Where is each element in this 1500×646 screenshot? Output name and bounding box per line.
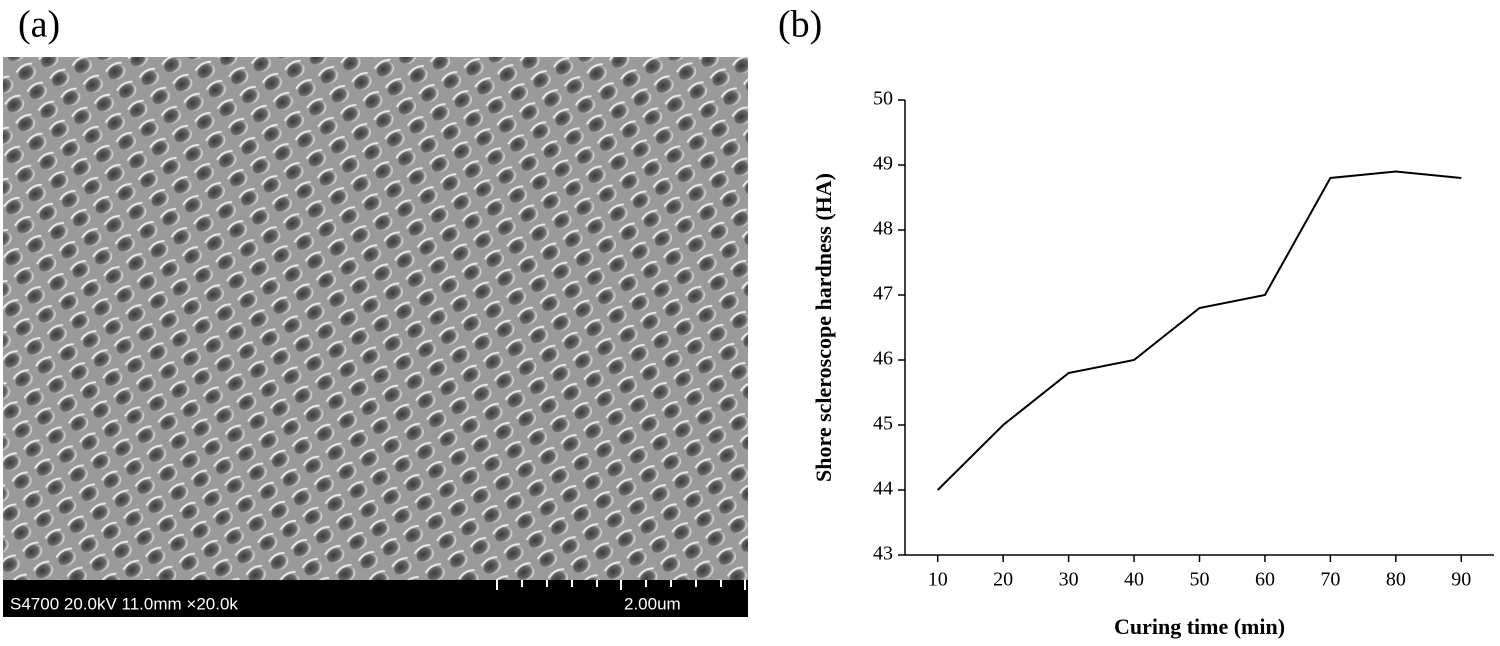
x-tick-label: 40 (1124, 569, 1144, 591)
x-tick-label: 10 (928, 569, 948, 591)
sem-scale: 2.00um (624, 594, 681, 613)
x-tick-label: 60 (1255, 569, 1275, 591)
x-tick-label: 70 (1320, 569, 1340, 591)
x-tick-label: 30 (1059, 569, 1079, 591)
x-tick-label: 80 (1386, 569, 1406, 591)
line-chart: 43 44 45 46 47 48 49 50 10 20 30 40 50 60 70 80 90 Curing… (811, 88, 1494, 639)
x-tick-label: 20 (993, 569, 1013, 591)
y-tick-label: 46 (873, 348, 893, 370)
data-line (937, 170, 1462, 491)
panel-label: (b) (778, 4, 822, 46)
scale-bar (496, 580, 746, 590)
y-tick-label: 48 (873, 218, 893, 240)
y-tick-label: 43 (873, 543, 893, 565)
x-axis-title: Curing time (min) (1114, 614, 1285, 639)
y-tick-label: 50 (873, 88, 893, 110)
y-tick-label: 49 (873, 153, 893, 175)
sem-micrograph (3, 57, 748, 580)
sem-image: S4700 20.0kV 11.0mm ×20.0k 2.00um (3, 57, 748, 617)
x-tick-label: 90 (1451, 569, 1471, 591)
panel-label: (a) (18, 4, 60, 46)
x-tick-label: 50 (1190, 569, 1210, 591)
y-tick-label: 45 (873, 413, 893, 435)
y-axis-title: Shore scleroscope hardness (HA) (811, 173, 836, 482)
sem-info: S4700 20.0kV 11.0mm ×20.0k (10, 594, 238, 613)
sem-info-bar (3, 580, 748, 617)
y-tick-label: 47 (873, 283, 893, 305)
y-tick-label: 44 (873, 478, 893, 500)
